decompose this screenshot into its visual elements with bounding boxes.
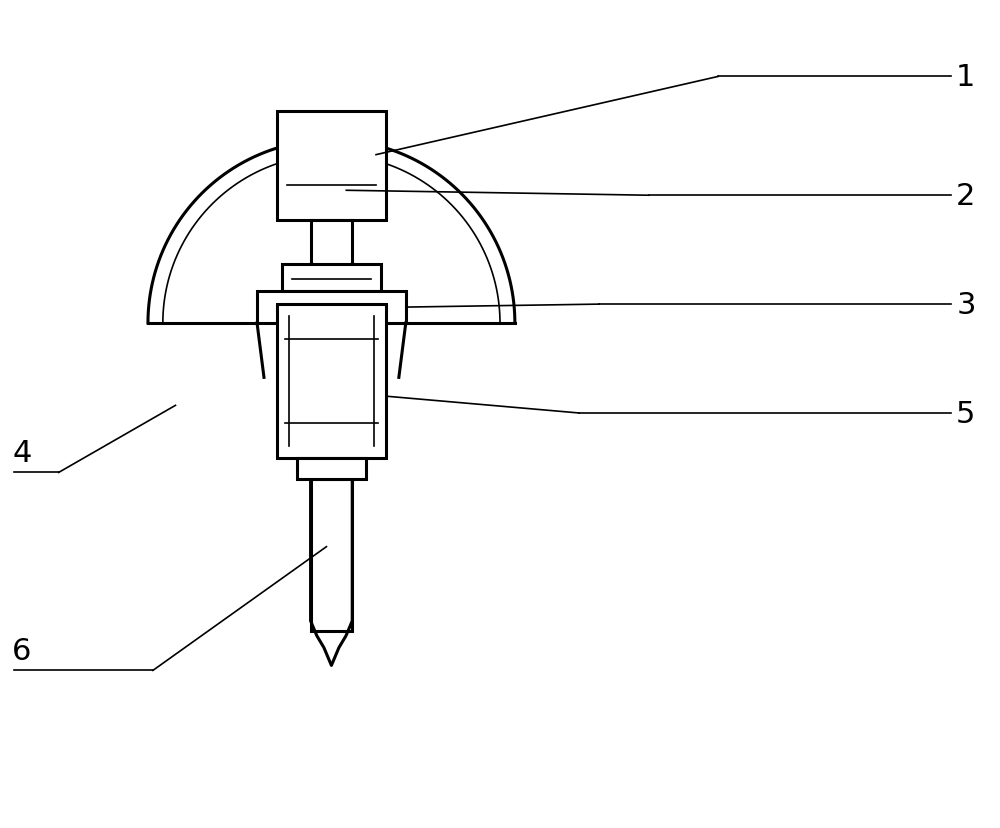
Text: 2: 2 (956, 181, 976, 210)
Bar (257, 292, 406, 324)
Bar (277, 112, 386, 221)
Bar (311, 221, 352, 265)
Bar (297, 458, 366, 479)
Text: 5: 5 (956, 399, 976, 428)
Text: 4: 4 (12, 439, 31, 468)
Bar (311, 479, 352, 631)
Text: 6: 6 (12, 637, 31, 665)
Bar (277, 305, 386, 458)
Bar (282, 264, 381, 292)
Text: 1: 1 (956, 63, 976, 92)
Text: 3: 3 (956, 291, 976, 320)
